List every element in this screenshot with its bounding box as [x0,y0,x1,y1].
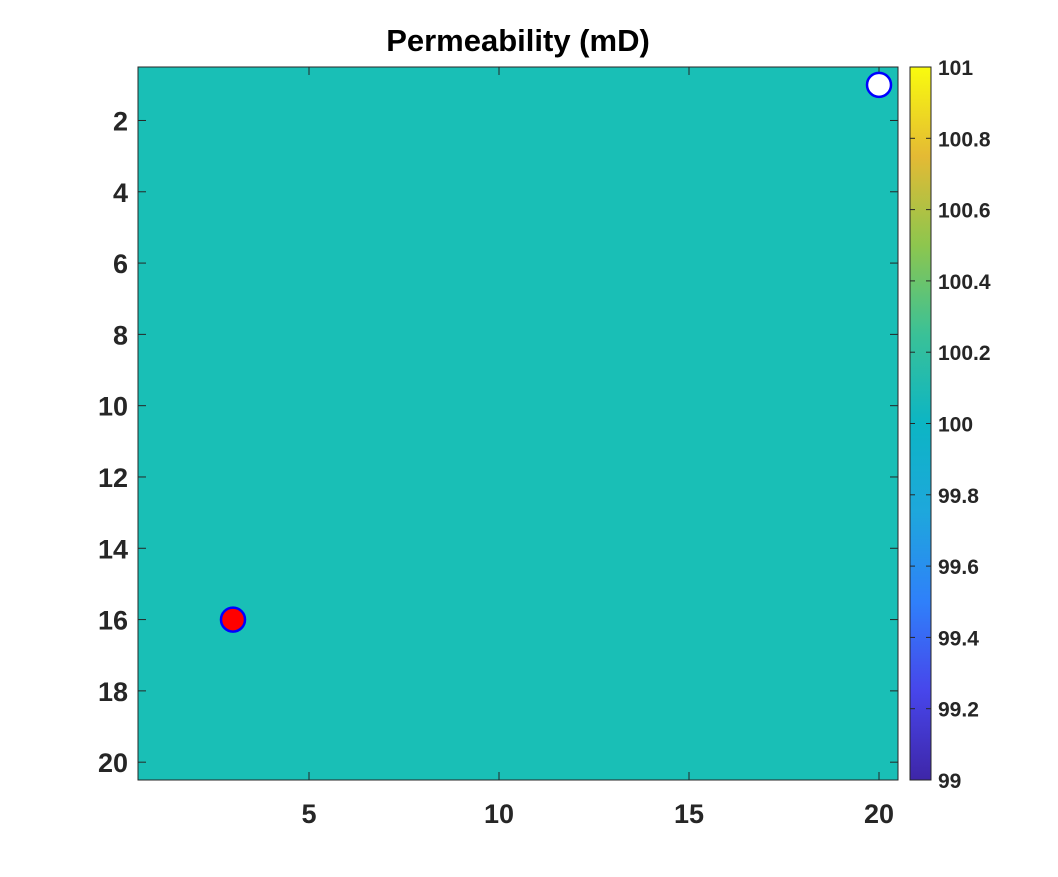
heatmap-field [138,67,898,780]
well-marker-0 [219,606,247,633]
colorbar-tick-label: 100.8 [938,128,991,151]
x-axis: 5 10 15 20 [301,67,894,829]
plot-frame [137,66,899,781]
y-tick-label: 10 [98,392,128,422]
colorbar [910,67,931,780]
y-tick-label: 6 [113,249,128,279]
colorbar-tick-label: 99.6 [938,556,979,579]
colorbar-tick-label: 99.8 [938,485,979,508]
y-tick-label: 2 [113,106,128,136]
y-tick-label: 16 [98,606,128,636]
well-markers [219,71,893,633]
well-marker-1 [865,71,893,99]
x-tick-label: 5 [301,799,316,829]
colorbar-tick-label: 100.4 [938,271,991,294]
chart-title: Permeability (mD) [386,23,650,58]
colorbar-tick-label: 100.2 [938,342,991,365]
colorbar-tick-label: 99.2 [938,699,979,722]
y-tick-label: 20 [98,748,128,778]
colorbar-tick-label: 99.4 [938,627,979,650]
y-tick-label: 12 [98,463,128,493]
y-axis: 2 4 6 8 10 12 14 16 18 20 [98,106,898,778]
y-tick-label: 18 [98,677,128,707]
colorbar-tick-label: 101 [938,57,973,80]
y-tick-label: 8 [113,320,128,350]
x-tick-label: 10 [484,799,514,829]
colorbar-axis: 99 99.2 99.4 99.6 99.8 100 100.2 100.4 100.6 100.… [910,57,991,793]
colorbar-tick-label: 99 [938,770,961,793]
colorbar-tick-label: 100.6 [938,200,991,223]
colorbar-tick-label: 100 [938,414,973,437]
y-tick-label: 4 [113,178,128,208]
x-tick-label: 15 [674,799,704,829]
y-tick-label: 14 [98,534,128,564]
x-tick-label: 20 [864,799,894,829]
